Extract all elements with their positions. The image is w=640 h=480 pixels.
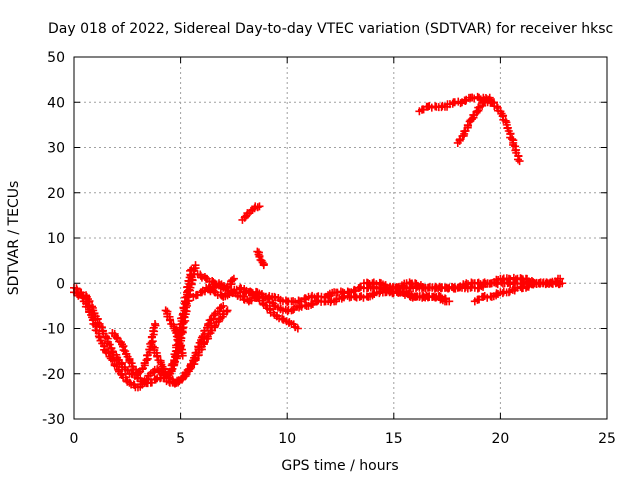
data-point-interp (283, 307, 292, 316)
x-tick-label: 20 (491, 431, 509, 447)
data-point-interp (470, 94, 479, 103)
data-point-interp (154, 366, 163, 375)
series-track-15 (253, 247, 268, 270)
data-point-interp (160, 368, 169, 377)
data-point-interp (449, 284, 458, 293)
data-point-interp (205, 285, 214, 294)
data-point (178, 351, 187, 360)
x-tick-label: 10 (278, 431, 296, 447)
x-tick-label: 5 (176, 431, 185, 447)
data-point (223, 306, 232, 315)
chart-title: Day 018 of 2022, Sidereal Day-to-day VTE… (48, 21, 613, 37)
y-tick-label: 40 (47, 95, 65, 111)
data-point (125, 378, 134, 387)
data-point-interp (380, 285, 389, 294)
data-point (515, 157, 524, 166)
data-point-interp (291, 298, 300, 307)
series-track-18 (479, 93, 524, 166)
y-tick-label: -20 (42, 367, 65, 383)
data-point (259, 261, 268, 270)
data-point (293, 324, 302, 333)
data-point-interp (514, 155, 522, 164)
series-track-13 (470, 274, 565, 306)
data-point-interp (431, 293, 440, 302)
y-tick-label: 30 (47, 141, 65, 157)
data-point (148, 342, 157, 351)
data-point (255, 202, 264, 211)
data-point (445, 297, 454, 306)
data-point-interp (184, 291, 193, 300)
plot-frame (73, 56, 608, 420)
data-point-interp (501, 116, 510, 125)
data-point-interp (498, 275, 507, 284)
x-tick-label: 0 (70, 431, 79, 447)
data-point (436, 292, 445, 301)
data-point-interp (278, 314, 287, 323)
data-point-interp (456, 99, 465, 108)
data-point-interp (222, 307, 231, 316)
data-point-interp (105, 340, 114, 349)
data-point-interp (253, 203, 262, 212)
data-point-interp (73, 290, 82, 299)
series-track-12 (377, 283, 454, 306)
data-point-interp (467, 115, 476, 124)
data-point-interp (176, 344, 185, 353)
y-tick-label: -30 (42, 412, 65, 428)
series-track-6 (161, 306, 187, 360)
series-track-11 (359, 273, 565, 293)
series-track-3 (108, 319, 160, 378)
series-track-2 (70, 288, 232, 392)
y-tick-label: 20 (47, 186, 65, 202)
data-point (161, 306, 170, 315)
data-point-interp (228, 276, 237, 285)
data-point (229, 274, 238, 283)
y-tick-label: 10 (47, 231, 65, 247)
data-point-interp (196, 271, 205, 280)
data-point-interp (508, 135, 517, 144)
data-point (191, 261, 200, 270)
data-point-interp (151, 375, 160, 384)
data-point (151, 319, 160, 328)
y-tick-label: -10 (42, 322, 65, 338)
data-point-interp (482, 95, 491, 104)
data-point (270, 292, 279, 301)
y-tick-label: 50 (47, 50, 65, 66)
data-point (556, 274, 565, 283)
grid-layer (74, 57, 607, 419)
x-axis-label: GPS time / hours (281, 458, 398, 474)
data-point (219, 301, 228, 310)
x-tick-label: 25 (598, 431, 616, 447)
series-track-14 (238, 202, 264, 224)
x-tick-label: 15 (385, 431, 403, 447)
data-mark-layer (70, 92, 567, 392)
y-tick-label: 0 (56, 276, 65, 292)
y-axis-label: SDTVAR / TECUs (6, 181, 22, 296)
